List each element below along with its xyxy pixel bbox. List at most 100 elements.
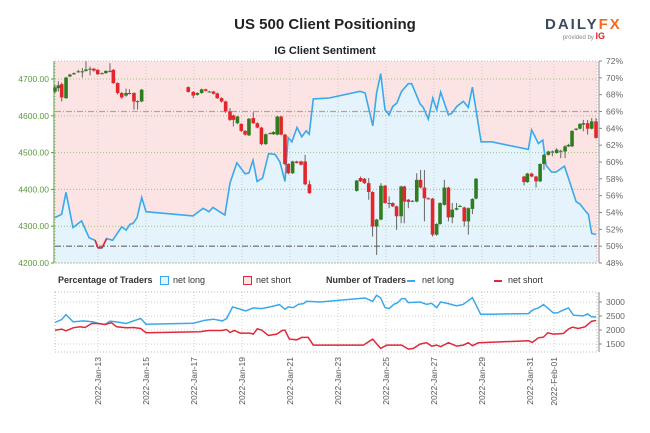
bullish-candle <box>195 93 200 95</box>
bearish-candle <box>223 101 228 112</box>
legend-num-long[interactable]: net long <box>422 275 455 285</box>
bearish-candle <box>259 127 264 145</box>
bearish-candle <box>585 123 590 129</box>
bearish-candle <box>283 134 287 165</box>
bearish-candle <box>215 93 220 99</box>
bearish-candle <box>191 91 196 96</box>
bearish-candle <box>307 184 312 194</box>
bearish-candle <box>108 70 112 72</box>
pct-tick-label: 56% <box>606 191 623 201</box>
bullish-candle <box>434 223 439 235</box>
bullish-candle <box>438 203 442 224</box>
bearish-candle <box>279 116 283 135</box>
bullish-candle <box>104 70 108 74</box>
net-short-pct-segment <box>101 238 108 249</box>
bullish-candle <box>235 116 240 124</box>
dailyfx-logo: DAILYFX provided by IG <box>545 17 620 43</box>
net-short-count-line <box>54 319 597 350</box>
bearish-candle <box>390 203 395 207</box>
price-tick-label: 4500.00 <box>18 148 49 158</box>
bearish-candle <box>231 115 236 120</box>
bullish-candle <box>525 173 530 183</box>
x-tick-label: 2022-Jan-15 <box>141 357 151 405</box>
bearish-candle <box>219 98 224 102</box>
bullish-candle <box>275 116 280 135</box>
bullish-candle <box>538 164 542 182</box>
bullish-candle <box>379 185 383 220</box>
bearish-candle <box>303 161 307 185</box>
bearish-candle <box>594 121 598 138</box>
bullish-candle <box>88 68 92 70</box>
bullish-candle <box>84 69 88 71</box>
bullish-candle <box>454 208 459 210</box>
bearish-candle <box>294 161 299 163</box>
bullish-candle <box>207 91 212 93</box>
x-tick-label: 2022-Jan-27 <box>429 357 439 405</box>
x-tick-label: 2022-Jan-13 <box>93 357 103 405</box>
bullish-candle <box>374 219 379 227</box>
bullish-candle <box>414 179 419 202</box>
bearish-candle <box>100 73 104 75</box>
pct-tick-label: 48% <box>606 258 623 268</box>
bearish-candle <box>426 198 431 200</box>
bullish-candle <box>581 123 586 125</box>
bullish-candle <box>64 77 68 99</box>
count-tick-label: 3000 <box>606 297 625 307</box>
bearish-candle <box>228 111 232 120</box>
bearish-candle <box>95 69 100 75</box>
bullish-candle <box>589 121 594 129</box>
legend-pct-long-swatch <box>160 276 169 285</box>
bearish-candle <box>362 178 367 184</box>
pct-tick-label: 52% <box>606 224 623 234</box>
x-tick-label: 2022-Jan-17 <box>189 357 199 405</box>
bullish-candle <box>290 161 295 174</box>
pct-tick-label: 54% <box>606 208 623 218</box>
bearish-candle <box>239 123 244 131</box>
legend-pct-short-swatch <box>243 276 252 285</box>
bearish-candle <box>251 118 256 124</box>
bullish-candle <box>139 89 144 102</box>
bearish-candle <box>366 183 371 192</box>
bullish-candle <box>542 154 546 165</box>
x-tick-label: 2022-Jan-31 <box>525 357 535 405</box>
bullish-candle <box>546 151 551 155</box>
price-tick-label: 4700.00 <box>18 74 49 84</box>
x-tick-label: 2022-Feb-01 <box>549 357 559 406</box>
legend-num-short-swatch <box>494 280 502 282</box>
pct-tick-label: 60% <box>606 157 623 167</box>
bearish-candle <box>422 187 427 199</box>
legend-pct-short[interactable]: net short <box>256 275 292 285</box>
bearish-candle <box>59 84 64 98</box>
logo-ig: IG <box>595 31 605 41</box>
bullish-candle <box>354 180 359 191</box>
legend-pct-long[interactable]: net long <box>173 275 206 285</box>
bearish-candle <box>119 93 124 98</box>
bearish-candle <box>406 199 411 202</box>
bullish-candle <box>458 205 462 207</box>
bullish-candle <box>570 130 574 147</box>
pct-tick-label: 64% <box>606 123 623 133</box>
long-area-fill <box>55 73 597 263</box>
bearish-candle <box>255 123 260 128</box>
legend-num-short[interactable]: net short <box>508 275 544 285</box>
bullish-candle <box>56 85 61 89</box>
bullish-candle <box>199 89 204 94</box>
bullish-candle <box>442 187 447 205</box>
bullish-candle <box>271 132 276 135</box>
bullish-candle <box>550 151 555 153</box>
bullish-candle <box>399 186 403 217</box>
bearish-candle <box>522 176 526 183</box>
bullish-candle <box>68 74 72 77</box>
bearish-candle <box>211 91 216 94</box>
bullish-candle <box>578 123 582 129</box>
net-long-pct-line <box>54 73 597 249</box>
bullish-candle <box>127 93 132 95</box>
bullish-candle <box>124 93 128 96</box>
bearish-candle <box>529 173 534 177</box>
count-tick-label: 2000 <box>606 325 625 335</box>
bearish-candle <box>418 179 423 188</box>
bullish-candle <box>566 144 571 147</box>
bullish-candle <box>563 146 567 152</box>
bullish-candle <box>263 134 268 145</box>
bearish-candle <box>111 69 116 84</box>
